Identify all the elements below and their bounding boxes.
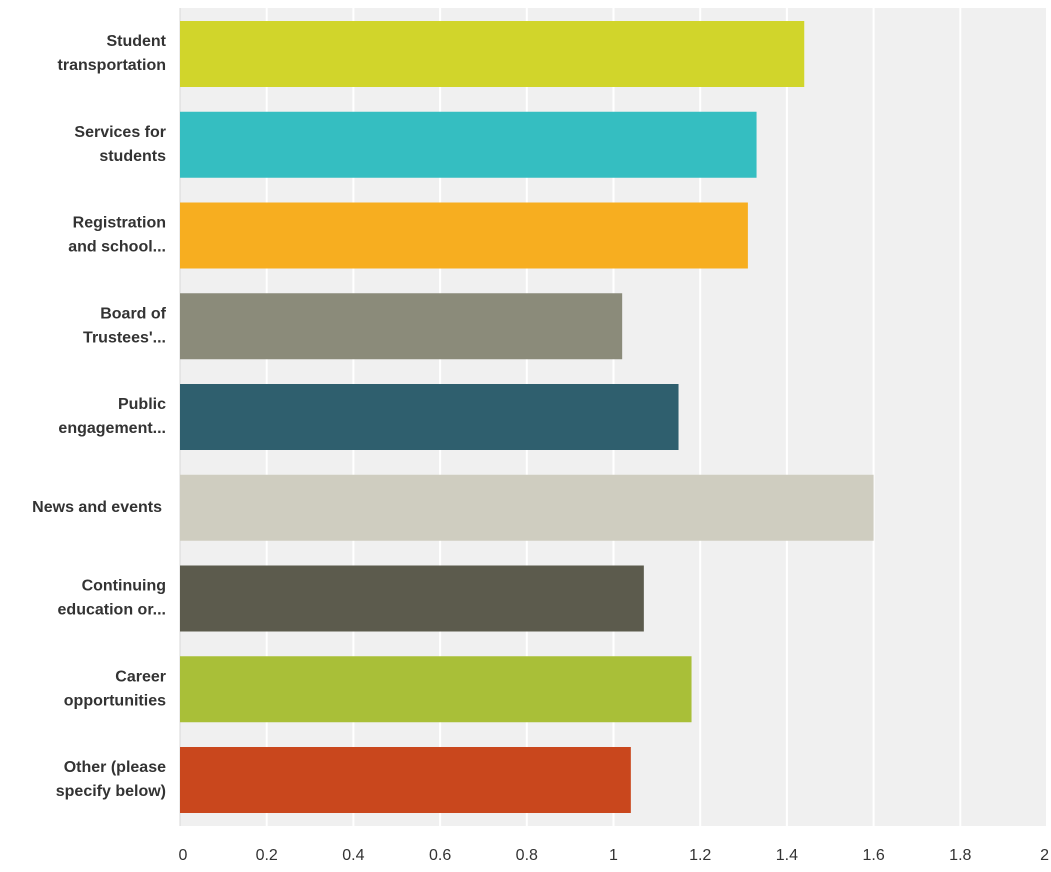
x-tick-label: 0.8 [516,847,538,864]
category-label: Career opportunities [64,668,166,709]
x-tick-label: 2 [1040,847,1049,864]
bar [180,747,631,813]
bar [180,293,623,360]
category-label: Student transportation [58,33,167,74]
bar [180,474,874,541]
category-label: News and events [32,499,162,516]
category-label: Board of Trustees'... [83,305,167,346]
bar [180,656,692,723]
bar [180,384,679,450]
x-tick-label: 0.4 [342,847,364,864]
bar [180,21,805,87]
bar [180,111,757,178]
x-tick-label: 0.6 [429,847,451,864]
bar [180,202,748,269]
x-tick-label: 1.2 [689,847,711,864]
x-tick-label: 0 [179,847,188,864]
x-tick-label: 1.6 [862,847,884,864]
category-label: Other (please specify below) [56,759,166,800]
category-labels: Student transportation Services for student… [32,33,167,800]
category-label: Services for students [74,124,166,165]
category-label: Registration and school... [68,215,166,256]
bars [180,21,874,813]
x-tick-label: 0.2 [256,847,278,864]
category-label: Continuing education or... [58,578,166,619]
category-label: Public engagement... [58,396,166,437]
x-tick-label: 1 [609,847,618,864]
x-tick-labels: 0 0.2 0.4 0.6 0.8 1 1.2 1.4 1.6 1.8 2 [179,847,1050,864]
bar [180,565,644,632]
x-tick-label: 1.8 [949,847,971,864]
x-tick-label: 1.4 [776,847,798,864]
